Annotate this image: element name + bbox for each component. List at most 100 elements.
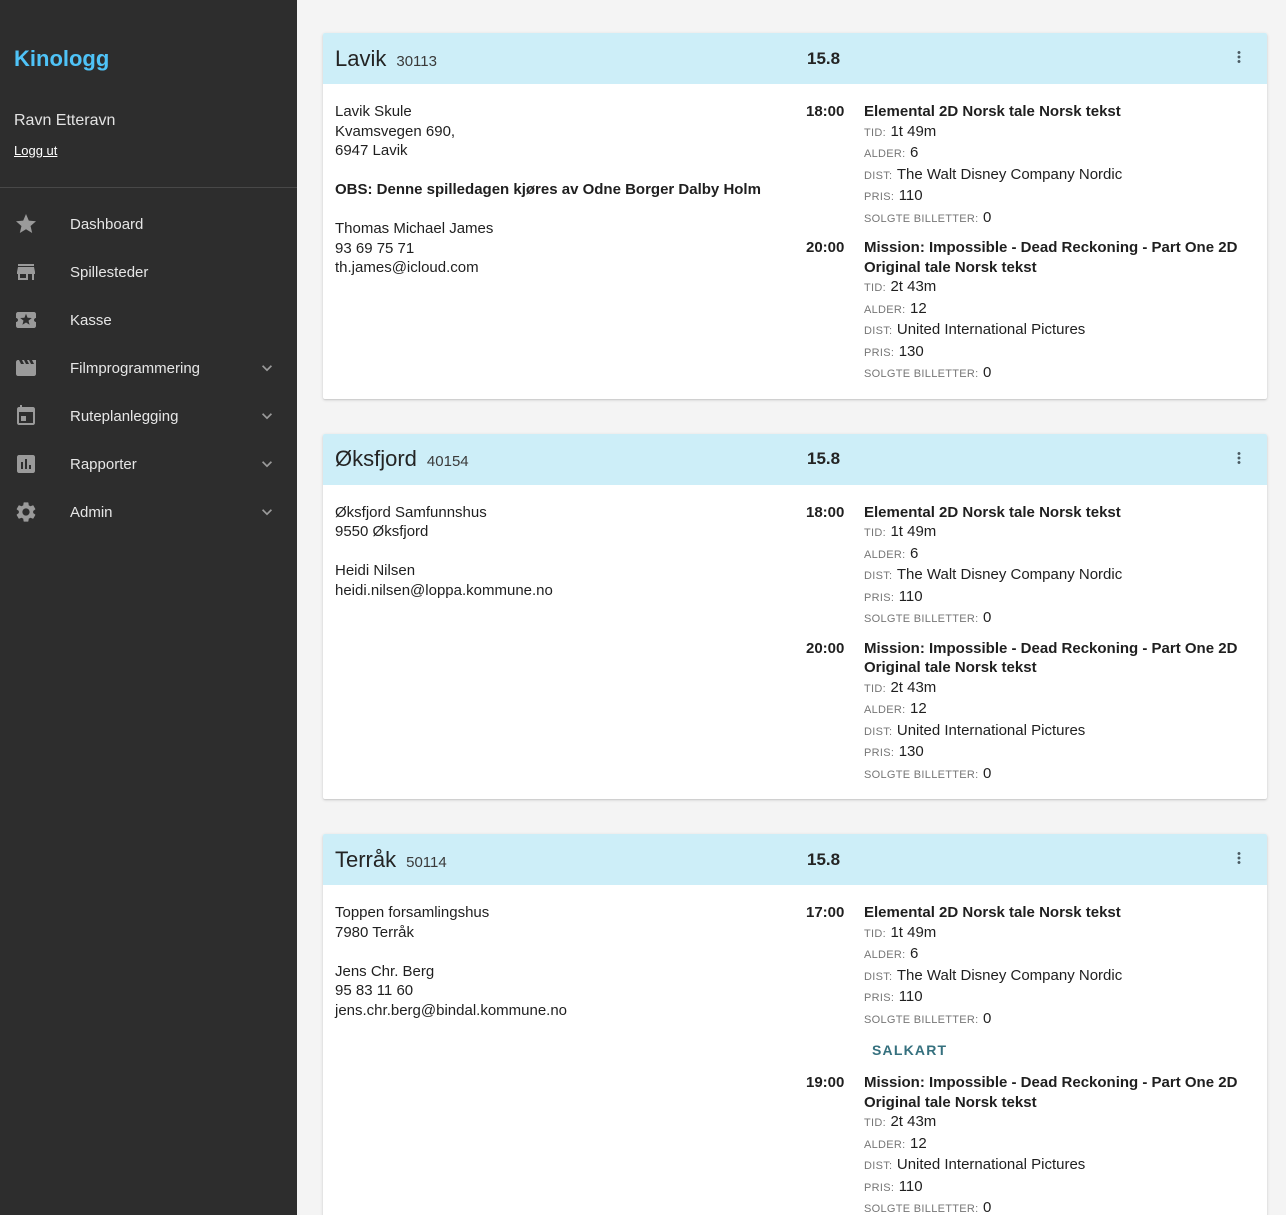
meta-label-solgte: SOLGTE BILLETTER: [864,613,979,625]
contact-line: 93 69 75 71 [335,239,415,257]
contact-line: Heidi Nilsen [335,562,416,579]
venue-title-group: Lavik 30113 [335,46,807,72]
meta-value-tid: 2t 43m [890,1113,937,1130]
venue-number: 40154 [426,453,469,470]
sidebar-item-label: Rapporter [70,455,137,473]
meta-label-dist: DIST: [864,325,893,337]
meta-label-tid: TID: [864,682,886,695]
meta-label-dist: DIST: [864,970,893,983]
show-meta-row: TID: 2t 43m [864,1112,1251,1134]
venue-contact: Thomas Michael James 93 69 75 71 th.james@… [335,219,806,278]
chevron-down-icon [257,406,277,426]
storefront-icon [14,260,38,284]
meta-value-pris: 110 [898,988,923,1005]
meta-value-pris: 130 [898,342,924,360]
meta-value-tid: 1t 49m [890,923,937,941]
meta-value-pris: 110 [898,187,923,204]
meta-value-solgte: 0 [982,364,992,381]
meta-label-alder: ALDER: [864,303,906,316]
sidebar-item-rapporter[interactable]: Rapporter [0,440,297,488]
meta-label-pris: PRIS: [864,1181,895,1194]
meta-value-tid: 1t 49m [890,122,937,140]
meta-value-alder: 12 [910,299,927,317]
show-details: Elemental 2D Norsk tale Norsk tekst TID:… [864,503,1251,630]
address-line: Toppen forsamlingshus [335,904,490,921]
show-meta-row: ALDER: 6 [864,544,1251,566]
venue-contact: Heidi Nilsen heidi.nilsen@loppa.kommune.n… [335,561,806,600]
show-meta-row: ALDER: 12 [864,699,1251,721]
show-time: 19:00 [806,1074,845,1091]
show-details: Elemental 2D Norsk tale Norsk tekst TID:… [864,903,1251,1064]
app-logo[interactable]: Kinologg [14,46,110,71]
contact-line: Thomas Michael James [335,220,494,237]
meta-label-dist: DIST: [864,725,893,738]
meta-label-dist: DIST: [864,1160,893,1172]
show-meta-row: DIST: The Walt Disney Company Nordic [864,966,1251,988]
venue-name: Lavik [335,45,387,71]
show-time: 18:00 [806,503,845,521]
meta-label-tid: TID: [864,282,886,294]
meta-value-alder: 6 [910,945,919,962]
show-meta-row: DIST: United International Pictures [864,1155,1251,1177]
contact-line: heidi.nilsen@loppa.kommune.no [335,581,553,599]
show-meta-row: ALDER: 6 [864,143,1251,165]
venue-menu-button[interactable] [1219,439,1259,479]
show-meta-row: PRIS: 110 [864,186,1251,208]
sidebar-nav: Dashboard Spillesteder Kasse Filmprogram… [0,188,297,536]
meta-value-dist: United International Pictures [896,1156,1086,1173]
show-meta-row: ALDER: 12 [864,1134,1251,1156]
sidebar-item-label: Filmprogrammering [70,359,201,377]
show-entry: 20:00 Mission: Impossible - Dead Reckoni… [806,639,1251,786]
user-name: Ravn Etteravn [14,112,116,129]
contact-line: jens.chr.berg@bindal.kommune.no [335,1001,568,1019]
meta-value-solgte: 0 [982,1199,992,1215]
meta-value-tid: 2t 43m [890,278,937,295]
kebab-icon [1230,48,1248,69]
sidebar-item-label: Ruteplanlegging [70,407,179,425]
salkart-button[interactable]: SALKART [864,1037,955,1063]
meta-label-pris: PRIS: [864,346,895,359]
meta-value-dist: The Walt Disney Company Nordic [896,966,1123,984]
venue-menu-button[interactable] [1219,840,1259,880]
show-details: Elemental 2D Norsk tale Norsk tekst TID:… [864,102,1251,229]
sidebar-item-ruteplanlegging[interactable]: Ruteplanlegging [0,392,297,440]
show-entry: 17:00 Elemental 2D Norsk tale Norsk teks… [806,903,1251,1064]
chevron-down-icon [257,358,277,378]
address-line: Øksfjord Samfunnshus [335,503,487,521]
kebab-icon [1230,449,1248,470]
show-meta-row: TID: 1t 49m [864,522,1251,544]
sidebar-item-dashboard[interactable]: Dashboard [0,200,297,248]
venue-number: 50114 [406,853,447,871]
chevron-down-icon [257,502,277,522]
sidebar-item-admin[interactable]: Admin [0,488,297,536]
venue-title-group: Terråk 50114 [335,847,807,873]
sidebar-item-filmprogrammering[interactable]: Filmprogrammering [0,344,297,392]
venue-menu-button[interactable] [1219,39,1259,79]
sidebar-divider [0,187,297,188]
show-time: 18:00 [806,103,845,120]
star-icon [14,212,38,236]
logout-link[interactable]: Logg ut [14,143,58,158]
show-meta-row: PRIS: 110 [864,987,1251,1009]
venue-info: Lavik Skule Kvamsvegen 690, 6947 Lavik OBS… [335,102,806,385]
show-entry: 18:00 Elemental 2D Norsk tale Norsk teks… [806,102,1251,229]
show-title: Elemental 2D Norsk tale Norsk tekst [864,904,1121,921]
meta-label-tid: TID: [864,1117,886,1129]
show-title: Elemental 2D Norsk tale Norsk tekst [864,103,1121,120]
show-meta-row: TID: 1t 49m [864,122,1251,144]
meta-label-solgte: SOLGTE BILLETTER: [864,768,979,781]
sidebar-item-kasse[interactable]: Kasse [0,296,297,344]
sidebar-item-spillesteder[interactable]: Spillesteder [0,248,297,296]
show-meta-row: SOLGTE BILLETTER: 0 [864,764,1251,786]
meta-label-alder: ALDER: [864,949,906,961]
show-meta-row: PRIS: 130 [864,742,1251,764]
meta-label-tid: TID: [864,927,886,940]
venue-name: Terråk [335,846,397,872]
show-meta-row: PRIS: 110 [864,1177,1251,1199]
meta-value-alder: 12 [910,700,927,717]
show-meta-row: ALDER: 12 [864,299,1251,321]
meta-value-dist: The Walt Disney Company Nordic [896,165,1123,183]
show-meta-row: ALDER: 6 [864,944,1251,966]
kebab-icon [1230,849,1248,870]
sidebar-item-label: Admin [70,503,113,521]
